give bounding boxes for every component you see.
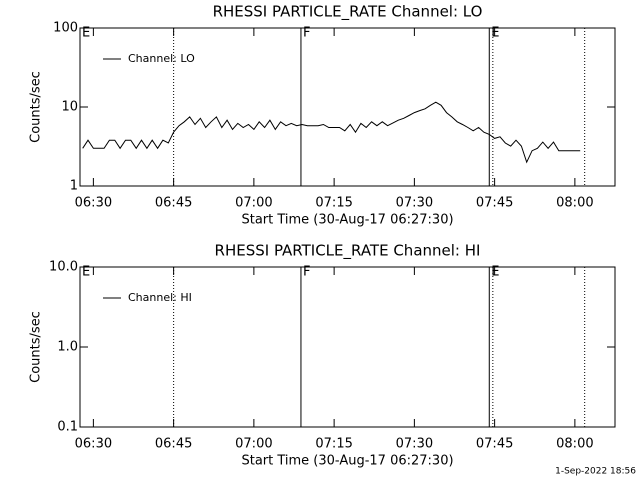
x-tick-label: 06:45 xyxy=(155,437,192,452)
y-tick-label: 0.1 xyxy=(57,420,78,435)
x-tick-label: 07:45 xyxy=(476,437,513,452)
x-tick-label: 06:45 xyxy=(155,196,192,211)
y-tick-label: 10 xyxy=(61,100,78,115)
x-axis-label: Start Time (30-Aug-17 06:27:30) xyxy=(241,213,453,228)
x-tick-label: 07:15 xyxy=(315,196,352,211)
data-line xyxy=(82,101,581,164)
y-tick-label: 100 xyxy=(53,21,78,36)
legend-label: Channel: HI xyxy=(128,291,192,304)
x-tick-label: 07:30 xyxy=(396,437,433,452)
x-tick-label: 07:00 xyxy=(235,437,272,452)
x-tick-label: 07:45 xyxy=(476,196,513,211)
legend-label: Channel: LO xyxy=(128,52,195,65)
y-tick-label: 1 xyxy=(70,179,78,194)
x-tick-label: 07:15 xyxy=(315,437,352,452)
annotation: E xyxy=(82,26,90,41)
y-axis-label: Counts/sec xyxy=(29,71,44,143)
x-tick-label: 07:30 xyxy=(396,196,433,211)
x-axis-label: Start Time (30-Aug-17 06:27:30) xyxy=(241,454,453,469)
annotation: F xyxy=(303,265,310,280)
annotation: E xyxy=(491,265,499,280)
footer: 1-Sep-2022 18:56 xyxy=(555,467,636,477)
y-tick-label: 10.0 xyxy=(49,260,78,275)
x-tick-label: 07:00 xyxy=(235,196,272,211)
x-tick-label: 06:30 xyxy=(75,196,112,211)
x-tick-label: 08:00 xyxy=(556,196,593,211)
y-axis-label: Counts/sec xyxy=(29,311,44,383)
chart-title: RHESSI PARTICLE_RATE Channel: HI xyxy=(215,242,481,261)
chart-title: RHESSI PARTICLE_RATE Channel: LO xyxy=(213,3,483,22)
x-tick-label: 08:00 xyxy=(556,437,593,452)
y-tick-label: 1.0 xyxy=(57,340,78,355)
annotation: F xyxy=(303,26,310,41)
annotation: E xyxy=(491,26,499,41)
annotation: E xyxy=(82,265,90,280)
x-tick-label: 06:30 xyxy=(75,437,112,452)
